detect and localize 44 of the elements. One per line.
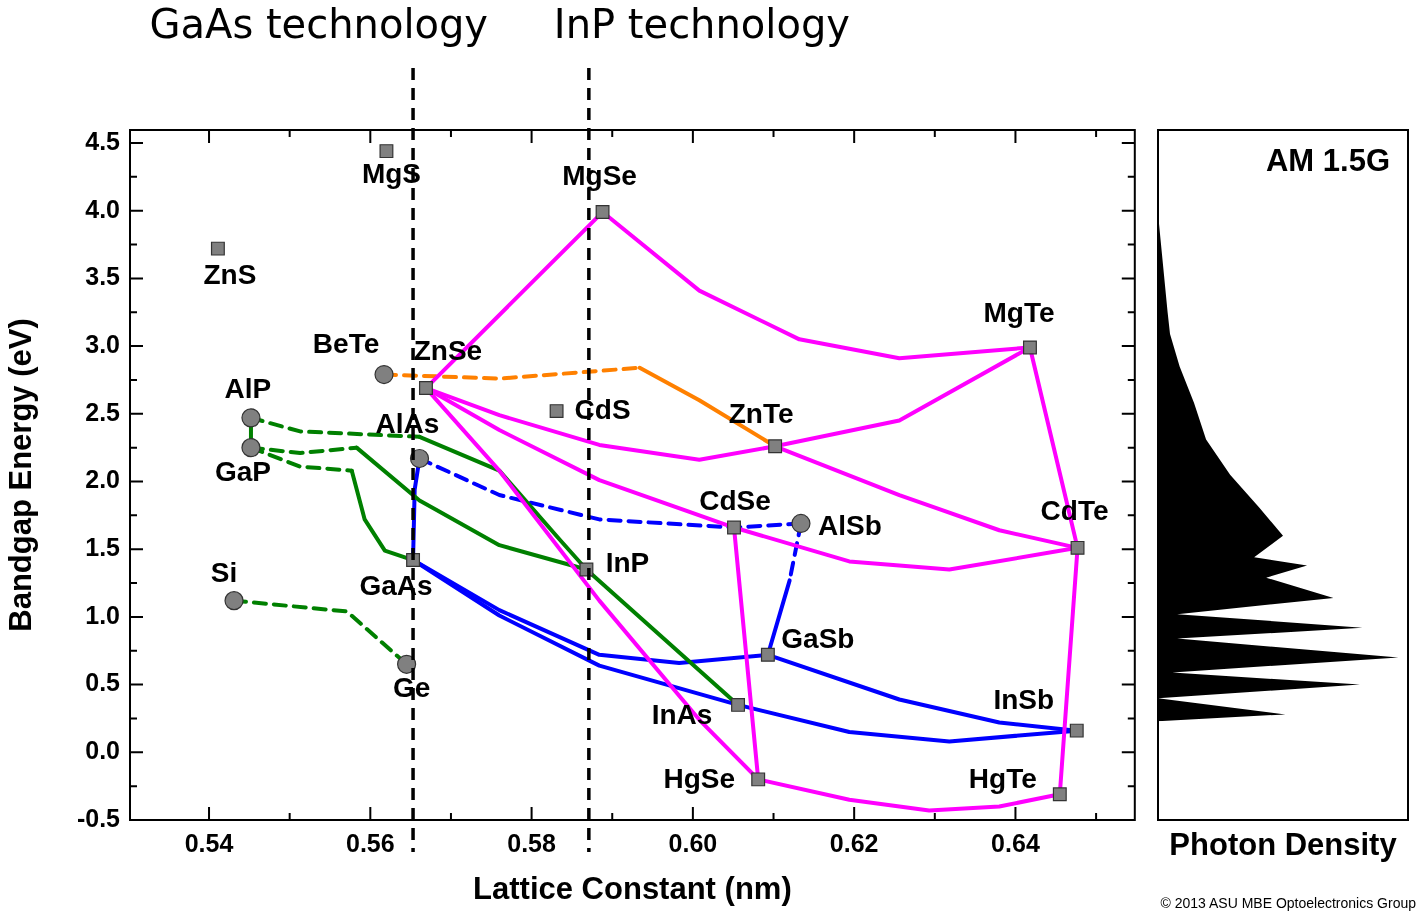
annotation: ZnS [203, 259, 257, 291]
annotation: Si [210, 557, 238, 589]
x-tick-label: 0.58 [507, 828, 557, 857]
y-tick-label: -0.5 [76, 803, 121, 832]
y-tick-label: 4.5 [85, 126, 121, 155]
annotation: GaSb [781, 622, 855, 654]
annotation: MgSe [562, 159, 637, 191]
annotation: AlSb [818, 510, 882, 542]
x-tick-label: 0.56 [345, 828, 395, 857]
x-tick-label: 0.64 [991, 828, 1040, 857]
y-tick-label: 0.0 [85, 736, 120, 765]
x-tick-label: 0.54 [184, 828, 234, 857]
ref-line-label: InP technology [553, 1, 850, 48]
annotation: CdS [574, 393, 631, 425]
y-tick-label: 0.5 [85, 668, 121, 697]
annotation: HgTe [968, 762, 1037, 794]
annotation: MgS [361, 157, 421, 189]
x-tick-label: 0.62 [829, 828, 879, 857]
y-tick-label: 4.0 [85, 194, 120, 223]
annotation: ZnTe [728, 398, 794, 430]
y-axis-title: Bandgap Energy (eV) [3, 318, 39, 632]
annotation: Ge [392, 672, 431, 704]
annotation: InP [605, 547, 650, 579]
annotation: GaP [214, 456, 271, 488]
chart-title: AM 1.5G [1265, 142, 1390, 178]
y-tick-label: 3.5 [85, 262, 121, 291]
text: © 2013 ASU MBE Optoelectronics Group [1160, 895, 1416, 911]
annotation: CdSe [699, 485, 771, 517]
y-tick-label: 1.0 [85, 600, 120, 629]
x-axis-title: Lattice Constant (nm) [473, 870, 792, 906]
annotation: MgTe [983, 297, 1055, 329]
annotation: InSb [993, 684, 1055, 716]
y-tick-label: 3.0 [85, 329, 120, 358]
y-tick-label: 2.5 [85, 397, 121, 426]
text: 0.60 [668, 828, 718, 857]
annotation: HgSe [663, 763, 735, 795]
y-tick-label: 2.0 [85, 465, 120, 494]
annotation: GaAs [359, 569, 433, 601]
ref-line-label: GaAs technology [149, 1, 489, 48]
y-tick-label: 1.5 [85, 533, 121, 562]
annotation: BeTe [312, 328, 380, 360]
annotation: AlP [224, 372, 272, 404]
annotation: AlAs [375, 408, 440, 440]
x-axis-title: Photon Density [1169, 826, 1398, 862]
